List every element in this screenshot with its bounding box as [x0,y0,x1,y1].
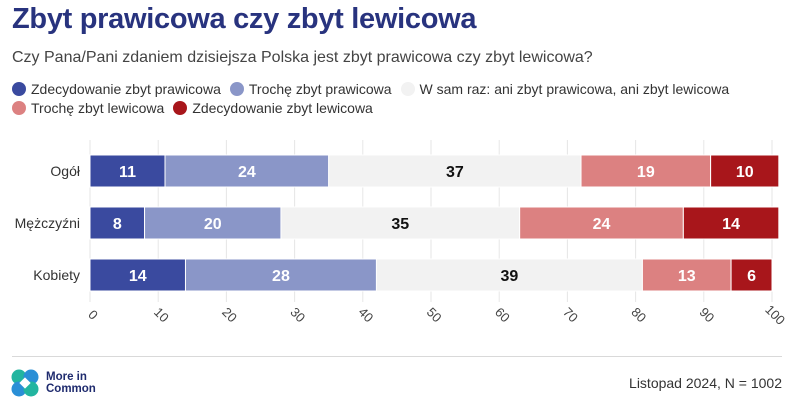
data-label: 35 [391,216,409,233]
x-tick-label: 60 [492,304,513,325]
x-tick-label: 40 [356,304,377,325]
legend-swatch [173,101,188,115]
legend-swatch [229,82,244,96]
data-label: 19 [637,164,655,181]
x-tick-label: 50 [424,304,445,325]
legend: Zdecydowanie zbyt prawicowa Trochę zbyt p… [12,81,782,116]
logo-mark-icon [11,369,39,397]
data-label: 14 [129,268,147,285]
stacked-bar-chart: Ogół 11 24 37 19 10 Mężczyźni 8 20 35 24 14 Kobiety 1… [15,140,788,328]
logo-text: More in Common [46,371,96,395]
legend-swatch [12,82,26,96]
data-label: 24 [238,164,256,181]
bar-segment [710,154,780,188]
bar-segment [519,206,684,240]
bar-segment [641,258,732,292]
bar-segment [144,206,282,240]
bar-segment [328,154,582,188]
bar-segment [164,154,330,188]
logo-line-1: More in [46,371,87,383]
category-label: Kobiety [33,267,80,283]
data-label: 10 [736,164,754,181]
data-label: 13 [678,268,696,285]
x-tick-label: 0 [85,307,101,323]
category-label: Ogół [50,163,80,179]
bar-segment [682,206,780,240]
legend-label: W sam raz: ani zbyt prawicowa, ani zbyt … [419,81,730,97]
category-label: Mężczyźni [15,215,80,231]
data-label: 8 [113,216,122,233]
legend-item: Zdecydowanie zbyt lewicowa [173,100,373,116]
more-in-common-logo: More in Common [10,368,96,398]
legend-item: Zdecydowanie zbyt prawicowa [12,81,221,97]
legend-label: Zdecydowanie zbyt prawicowa [31,81,221,97]
data-label: 6 [747,268,756,285]
x-tick-label: 70 [560,304,581,325]
legend-item: Trochę zbyt prawicowa [229,81,392,97]
data-label: 28 [272,268,290,285]
bar-segment [280,206,521,240]
x-tick-label: 30 [287,304,308,325]
data-label: 24 [593,216,611,233]
legend-label: Trochę zbyt lewicowa [31,100,165,116]
legend-label: Zdecydowanie zbyt lewicowa [192,100,373,116]
x-tick-label: 20 [219,304,240,325]
logo-line-2: Common [46,383,96,395]
data-label: 14 [722,216,740,233]
bar-segment [580,154,712,188]
x-tick-label: 80 [628,304,649,325]
legend-swatch [12,101,26,115]
bar-segment [89,258,186,292]
legend-swatch [400,82,415,96]
legend-item: W sam raz: ani zbyt prawicowa, ani zbyt … [400,81,730,97]
data-label: 39 [501,268,519,285]
sample-note: Listopad 2024, N = 1002 [629,375,782,391]
chart-subtitle: Czy Pana/Pani zdaniem dzisiejsza Polska … [12,49,593,66]
data-label: 11 [119,164,136,181]
x-tick-label: 100 [762,302,788,328]
data-label: 37 [446,164,464,181]
bar-segment [375,258,643,292]
x-tick-label: 90 [697,304,718,325]
bar-segment [89,154,166,188]
data-label: 20 [204,216,222,233]
legend-label: Trochę zbyt prawicowa [248,81,392,97]
bar-segment [730,258,773,292]
chart-title: Zbyt prawicowa czy zbyt lewicowa [12,3,477,35]
x-tick-label: 10 [151,304,172,325]
legend-item: Trochę zbyt lewicowa [12,100,164,116]
footer-divider [12,356,782,357]
